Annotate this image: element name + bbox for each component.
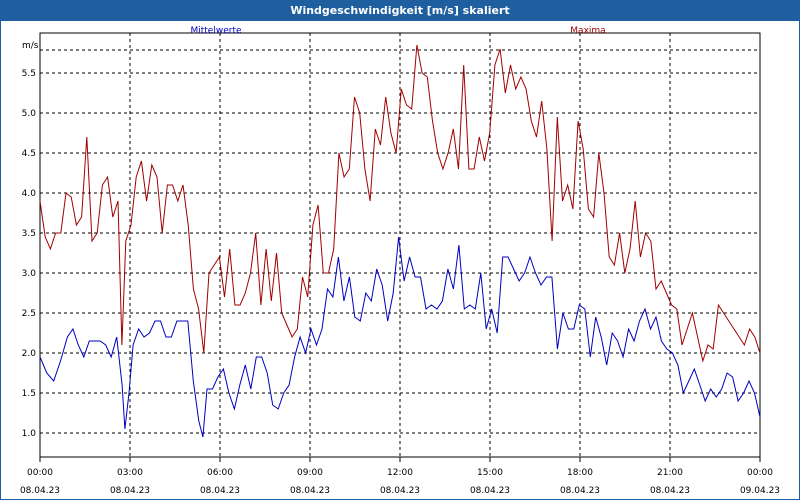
x-tick-date: 08.04.23 <box>110 486 150 496</box>
y-tick-label: 4.0 <box>22 189 37 199</box>
x-tick-time: 21:00 <box>657 468 683 478</box>
x-tick-date: 08.04.23 <box>200 486 240 496</box>
x-tick-time: 09:00 <box>297 468 323 478</box>
y-tick-label: 2.5 <box>22 309 36 319</box>
x-tick-date: 08.04.23 <box>650 486 690 496</box>
y-tick-label: 2.0 <box>22 349 37 359</box>
series-lines <box>39 44 761 438</box>
y-tick-label: 5.0 <box>22 109 37 119</box>
x-tick-date: 08.04.23 <box>560 486 600 496</box>
x-tick-time: 18:00 <box>567 468 593 478</box>
chart-title: Windgeschwindigkeit [m/s] skaliert <box>1 1 799 21</box>
x-tick-time: 12:00 <box>387 468 413 478</box>
y-tick-label: 1.5 <box>22 389 36 399</box>
grid-lines <box>40 33 760 457</box>
y-tick-label: 3.0 <box>22 269 37 279</box>
x-tick-date: 08.04.23 <box>290 486 330 496</box>
x-tick-date: 08.04.23 <box>380 486 420 496</box>
x-tick-time: 06:00 <box>207 468 233 478</box>
x-tick-date: 09.04.23 <box>740 486 780 496</box>
y-axis-label: m/s <box>22 41 39 51</box>
y-tick-label: 4.5 <box>22 149 36 159</box>
x-tick-time: 00:00 <box>747 468 773 478</box>
x-tick-date: 08.04.23 <box>470 486 510 496</box>
series-line-mittelwerte <box>39 236 761 438</box>
legend: Mittelwerte Maxima <box>190 26 605 36</box>
y-axis-ticks: 1.0 1.5 2.0 2.5 3.0 3.5 4.0 4.5 5.0 5.5 <box>22 69 37 439</box>
x-tick-time: 15:00 <box>477 468 503 478</box>
series-line-maxima <box>39 44 761 363</box>
x-axis-ticks: 00:00 08.04.23 03:00 08.04.23 06:00 08.04.23 0… <box>20 457 780 496</box>
x-tick-time: 00:00 <box>27 468 53 478</box>
y-tick-label: 5.5 <box>22 69 36 79</box>
y-tick-label: 1.0 <box>22 429 37 439</box>
legend-mittelwerte: Mittelwerte <box>190 26 241 36</box>
x-tick-time: 03:00 <box>117 468 143 478</box>
y-tick-label: 3.5 <box>22 229 36 239</box>
x-tick-date: 08.04.23 <box>20 486 60 496</box>
legend-maxima: Maxima <box>570 26 605 36</box>
